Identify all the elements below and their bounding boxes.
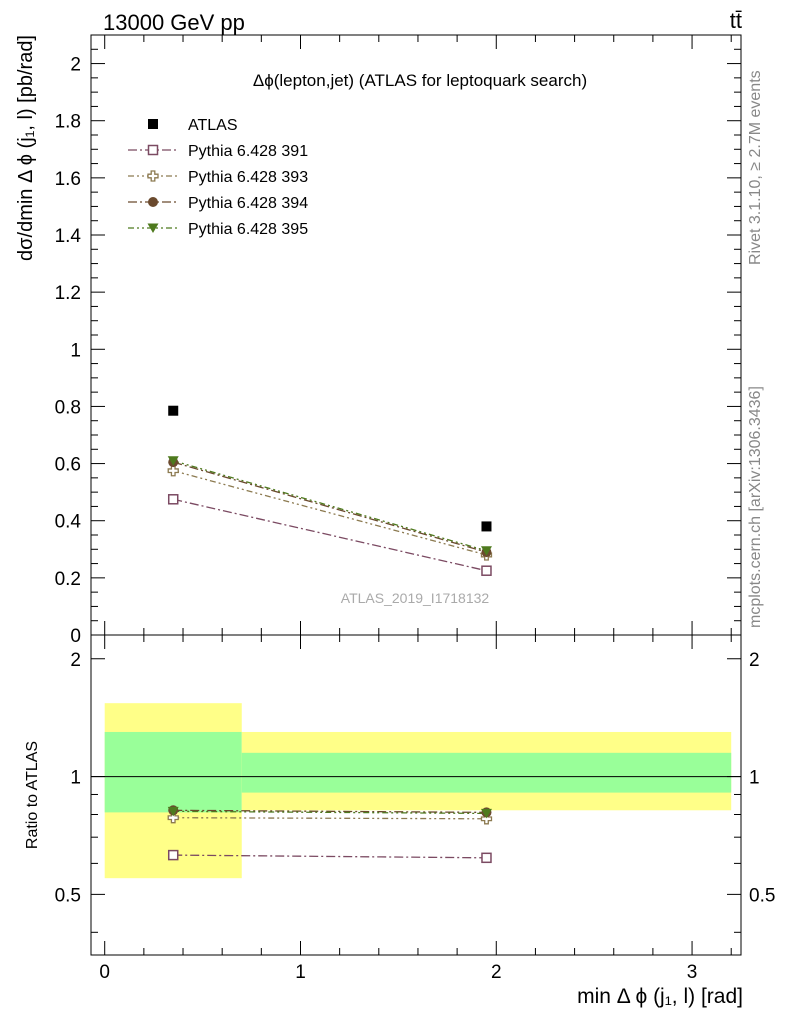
legend-marker-3 <box>148 197 158 207</box>
series-line-1 <box>173 498 487 572</box>
ratio-y-label: Ratio to ATLAS <box>24 741 41 849</box>
ratio-point-0-0 <box>167 849 179 861</box>
collision-label: 13000 GeV pp <box>103 10 245 35</box>
x-tick-label: 1 <box>295 962 306 983</box>
x-tick-label: 2 <box>491 962 502 983</box>
ratio-point-0-1 <box>481 852 492 864</box>
legend-marker-2 <box>147 170 159 182</box>
ratio-y-tick-label: 1 <box>70 768 81 789</box>
y-tick-label: 0.2 <box>55 569 81 590</box>
rivet-label: Rivet 3.1.10, ≥ 2.7M events <box>747 70 764 265</box>
ratio-line-3 <box>173 810 487 815</box>
ratio-point-1-0 <box>167 812 179 824</box>
legend-marker-1 <box>147 144 159 156</box>
legend-label-4: Pythia 6.428 395 <box>188 221 308 238</box>
ratio-y-tick-label-right: 1 <box>749 768 760 789</box>
ratio-series-points <box>167 805 493 864</box>
y-tick-label: 0.6 <box>55 455 81 476</box>
ratio-line-1 <box>173 817 487 820</box>
y-tick-label: 1.4 <box>55 226 82 247</box>
ratio-y-tick-label: 2 <box>70 650 81 671</box>
data-point-0-0 <box>168 405 179 416</box>
main-series-lines <box>173 460 487 572</box>
y-tick-label: 0.4 <box>55 512 82 533</box>
ratio-y-tick-label-right: 2 <box>749 650 760 671</box>
ratio-line-0 <box>173 854 487 859</box>
ratio-frame <box>90 634 742 956</box>
y-tick-label: 1.8 <box>55 112 81 133</box>
data-point-1-0 <box>167 494 179 505</box>
ratio-line-2 <box>173 809 487 814</box>
x-axis-label: min Δ ϕ (j₁, l) [rad] <box>577 985 743 1008</box>
y-tick-label: 1 <box>70 340 81 361</box>
main-axis-ticks: 0 0.2 0.4 0.6 0.8 1 1.2 1.4 1.6 1.8 2 <box>55 35 741 647</box>
legend-label-3: Pythia 6.428 394 <box>188 195 308 212</box>
main-panel: 0 0.2 0.4 0.6 0.8 1 1.2 1.4 1.6 1.8 2 Δϕ(lepton,je… <box>15 34 742 647</box>
y-tick-label: 1.2 <box>55 283 81 304</box>
watermark: ATLAS_2019_I1718132 <box>341 590 490 606</box>
legend: ATLAS Pythia 6.428 391 Pythia 6.428 393 Pyt… <box>128 117 308 238</box>
series-line-2 <box>173 470 487 556</box>
ratio-series-lines <box>173 809 487 859</box>
y-tick-label: 2 <box>70 55 81 76</box>
inner-band-1 <box>241 752 732 793</box>
data-point-4-1 <box>480 546 492 556</box>
legend-label-2: Pythia 6.428 393 <box>188 169 308 186</box>
y-tick-label: 0.8 <box>55 397 81 418</box>
ratio-axis-ticks: 0.5 0.5 1 1 2 2 0 1 2 3 <box>55 635 775 983</box>
legend-marker-0 <box>148 119 158 129</box>
ratio-panel: 0.5 0.5 1 1 2 2 0 1 2 3 Ratio to ATLAS min Δ ϕ (j… <box>24 634 775 1008</box>
y-tick-label: 0 <box>70 626 81 647</box>
inner-band-0 <box>104 731 242 813</box>
x-tick-label: 3 <box>687 962 698 983</box>
series-line-4 <box>173 460 487 552</box>
process-label: tt̄ <box>730 8 742 33</box>
data-point-2-0 <box>167 465 179 477</box>
x-tick-label: 0 <box>99 962 110 983</box>
data-point-4-0 <box>167 456 179 466</box>
ratio-y-tick-label: 0.5 <box>55 885 81 906</box>
main-title: Δϕ(lepton,jet) (ATLAS for leptoquark sea… <box>253 71 587 90</box>
main-series-points <box>167 405 493 576</box>
y-axis-label: dσ/dmin Δ ϕ (j₁, l) [pb/rad] <box>15 35 37 261</box>
series-line-3 <box>173 461 487 553</box>
legend-label-1: Pythia 6.428 391 <box>188 143 308 160</box>
y-tick-label: 1.6 <box>55 169 81 190</box>
ratio-bands <box>104 703 732 879</box>
mcplots-label: mcplots.cern.ch [arXiv:1306.3436] <box>747 386 764 628</box>
legend-label-0: ATLAS <box>188 117 238 134</box>
ratio-y-tick-label-right: 0.5 <box>749 885 775 906</box>
ratio-point-3-0 <box>167 806 179 817</box>
legend-marker-4 <box>147 223 159 233</box>
data-point-0-1 <box>481 521 492 532</box>
data-point-1-1 <box>481 565 492 576</box>
ratio-point-3-1 <box>480 808 492 819</box>
